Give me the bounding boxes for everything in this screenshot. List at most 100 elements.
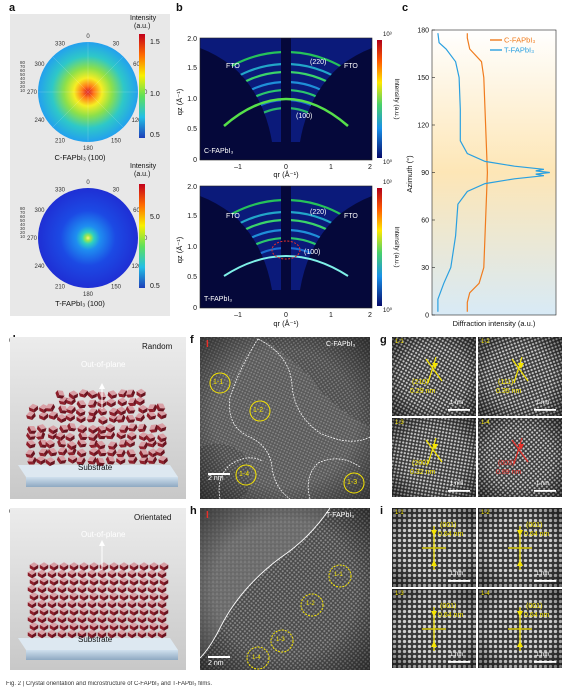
f-circle-3: 1-3	[347, 479, 358, 486]
hrtem-image	[392, 589, 476, 668]
polar-top-radial-tick: 10	[20, 88, 26, 93]
polar-top-radial-tick: 20	[20, 84, 26, 89]
polar-top-angle-tick: 180	[83, 146, 94, 152]
panel-c-azimuth-chart: 0 30 60 90 120 150 180 Azimuth (°) Diffraction…	[405, 28, 557, 328]
svg-text:0: 0	[193, 157, 197, 164]
polar-top-angle-tick: 270	[27, 90, 38, 96]
polar-bottom-angle-tick: 60	[133, 208, 140, 214]
h-sample: T-FAPbI₃	[326, 512, 355, 519]
polar-top-radial-tick: 30	[20, 80, 26, 85]
c-ytick: 90	[421, 170, 429, 177]
panel_i-scalebar-label: 1 nm	[536, 571, 550, 577]
ring-100-top	[223, 97, 349, 127]
panel_i-plane-label: (001)	[440, 603, 457, 610]
panel_i-cell-id: 1-1	[395, 510, 404, 516]
svg-text:1: 1	[329, 312, 333, 319]
polar-bottom-angle-tick: 210	[55, 285, 66, 291]
ring-label-100-bottom: (100)	[304, 249, 320, 256]
panel_g-dist-label: 0.32 nm	[410, 469, 436, 476]
sample-label-bottom: T-FAPbI₃	[204, 296, 232, 303]
cbar-tick-top-3: 0.5	[150, 132, 160, 139]
c-ytick: 0	[425, 313, 429, 320]
c-series-line-1	[466, 33, 489, 312]
panel_g-cell-id: 1-3	[395, 420, 404, 426]
f-circle-2: 1-2	[253, 407, 264, 414]
svg-text:1.0: 1.0	[187, 244, 197, 251]
svg-text:1.0: 1.0	[187, 96, 197, 103]
h-circle-1: 1-1	[334, 572, 343, 578]
panel_i-plane-label: (001)	[440, 522, 457, 529]
polar-bottom-angle-tick: 30	[113, 188, 120, 194]
svg-text:0.5: 0.5	[187, 274, 197, 281]
panel-a-polar-bottom: 0306090120150180210240270300330807060504…	[20, 180, 148, 308]
cbar-tick-bottom-1: 5.0	[150, 214, 160, 221]
hrtem-image	[392, 337, 476, 416]
b-ylabel-top: qz (Å⁻¹)	[176, 88, 184, 115]
panel-e-oriented-render	[10, 508, 186, 670]
polar-bottom-angle-tick: 150	[111, 285, 122, 291]
panel_g-cell-4	[478, 418, 562, 497]
polar-top-radial-tick: 80	[20, 60, 26, 65]
panel_i-scalebar-label: 1 nm	[450, 652, 464, 658]
panel_g-scalebar-label: 1 nm	[450, 400, 464, 406]
b-xlabel-top: qr (Å⁻¹)	[273, 170, 299, 179]
cbar-tick-top-1: 1.5	[150, 39, 160, 46]
b-xlabel-bottom: qr (Å⁻¹)	[273, 319, 299, 328]
hrtem-image	[478, 589, 562, 668]
svg-text:2.0: 2.0	[187, 184, 197, 191]
panel_g-cell-id: 1-2	[481, 339, 490, 345]
polar-top-angle-tick: 120	[131, 118, 142, 124]
figure-caption: Fig. 2 | Crystal orientation and microst…	[6, 681, 213, 687]
svg-text:–1: –1	[234, 312, 242, 319]
h-circle-4: 1-4	[252, 655, 261, 661]
panel-label-h: h	[190, 505, 197, 517]
panel_i-dist-label: 0.64 nm	[438, 531, 464, 538]
panel-a-cbar-top	[139, 34, 145, 138]
panel_i-cell-id: 1-4	[481, 591, 490, 597]
panel_i-plane-label: (001)	[526, 603, 543, 610]
ring-100-bottom	[223, 255, 349, 277]
polar-bottom-angle-tick: 180	[83, 292, 94, 298]
b-cbar-bottom-max: 10³	[383, 180, 392, 186]
c-ytick: 120	[417, 123, 429, 130]
hrtem-image	[392, 418, 476, 497]
panel_g-cell-id: 1-4	[481, 420, 490, 426]
ring-label-220-bottom: (220)	[310, 209, 326, 216]
panel_i-plane-label: (001)	[526, 522, 543, 529]
panel_i-cell-4	[478, 589, 562, 668]
hrtem-image	[478, 337, 562, 416]
panel_g-dist-label: 0.89 nm	[496, 469, 522, 476]
panel_g-scalebar-label: 1 nm	[450, 481, 464, 487]
e-title: Orientated	[134, 513, 172, 522]
panel_g-cell-id: 1-1	[395, 339, 404, 345]
b-ylabel-bottom: qz (Å⁻¹)	[176, 236, 184, 263]
cbar-tick-top-2: 1.0	[150, 91, 160, 98]
polar-top-angle-tick: 240	[34, 118, 45, 124]
b-xticks-top: –1 0 1 2	[234, 164, 372, 171]
svg-text:2.0: 2.0	[187, 36, 197, 43]
panel_i-cell-3	[392, 589, 476, 668]
b-cbar-top-min: 10⁰	[383, 159, 393, 166]
panel-f-hrtem	[200, 337, 370, 499]
panel_g-cell-2	[478, 337, 562, 416]
polar-bottom-angle-tick: 240	[34, 264, 45, 270]
b-cbar-bottom	[377, 188, 382, 306]
ring-label-fto-left-bottom: FTO	[226, 213, 240, 220]
f-circle-4: 1-4	[239, 471, 250, 478]
polar-caption-bottom: T-FAPbI₃ (100)	[55, 299, 105, 308]
polar-top-radial-tick: 50	[20, 72, 26, 77]
f-sample: C-FAPbI₃	[326, 341, 356, 348]
panel_i-scalebar-label: 1 nm	[536, 652, 550, 658]
polar-bottom-radial-tick: 60	[20, 214, 26, 219]
panel_i-dist-label: 0.64 nm	[524, 612, 550, 619]
c-ylabel: Azimuth (°)	[405, 155, 414, 193]
b-yticks-bottom: 0 0.5 1.0 1.5 2.0	[187, 184, 197, 312]
c-xlabel: Diffraction intensity (a.u.)	[453, 319, 536, 328]
svg-text:2: 2	[368, 312, 372, 319]
hrtem-image	[478, 508, 562, 587]
polar-bottom-angle-tick: 120	[131, 264, 142, 270]
panel_i-dist-label: 0.64 nm	[438, 612, 464, 619]
b-cbar-top	[377, 40, 382, 158]
panel-b-giwaxs: 0 0.5 1.0 1.5 2.0 0 0.5 1.0 1.5 2.0 –1 0…	[176, 32, 400, 328]
panel-label-i: i	[380, 505, 384, 517]
